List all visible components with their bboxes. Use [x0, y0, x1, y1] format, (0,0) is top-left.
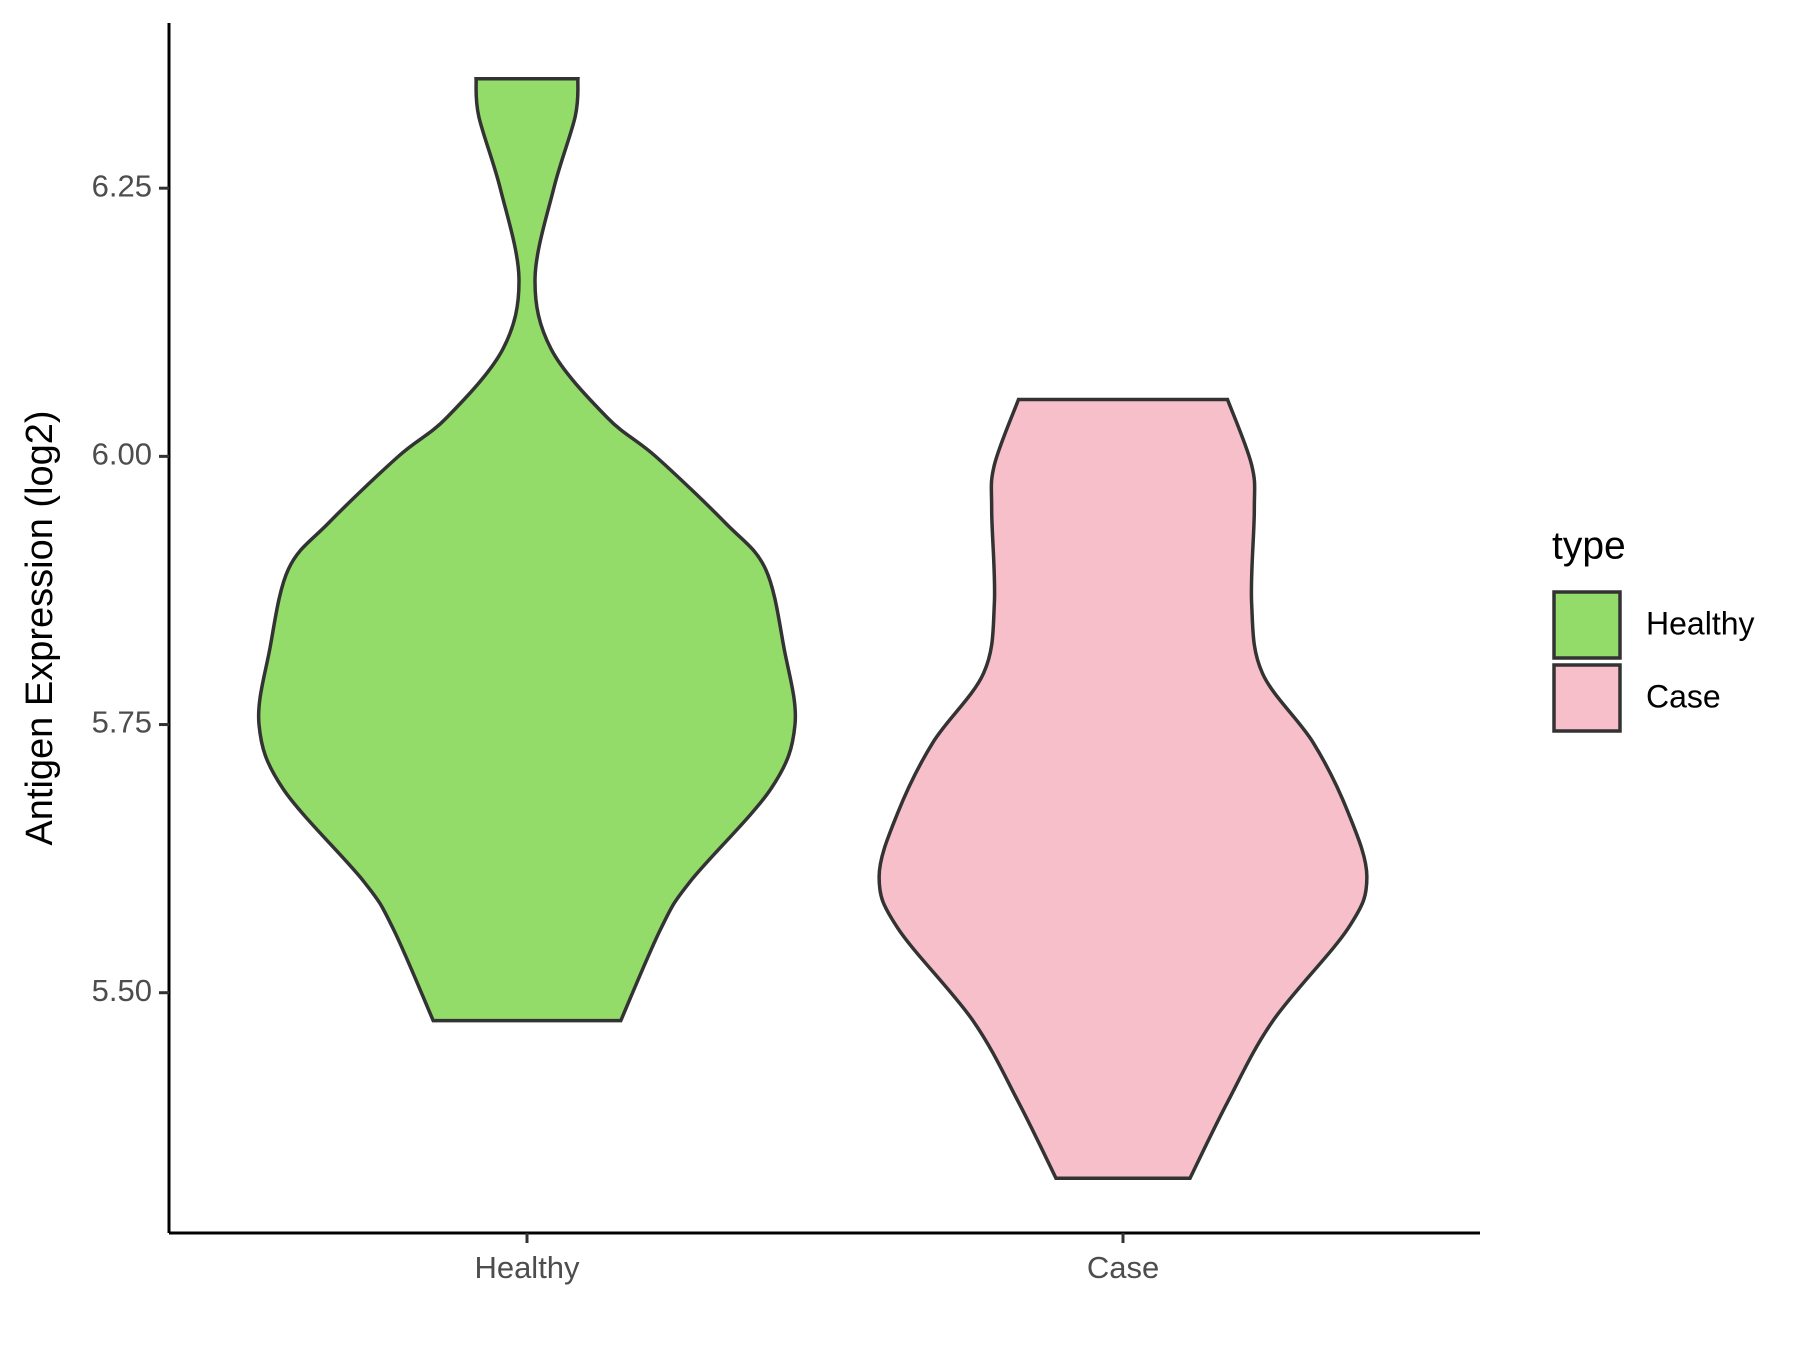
y-axis-title: Antigen Expression (log2): [19, 410, 61, 845]
legend-label: Case: [1646, 678, 1721, 714]
y-tick-label: 6.25: [92, 168, 152, 203]
legend-swatch: [1552, 590, 1622, 660]
y-tick-label: 6.00: [92, 437, 152, 472]
y-tick-label: 5.75: [92, 705, 152, 740]
legend-swatch: [1552, 663, 1622, 733]
x-tick-label: Case: [1087, 1250, 1159, 1285]
legend-label: Healthy: [1646, 605, 1755, 641]
x-tick-label: Healthy: [474, 1250, 580, 1285]
violin: [877, 397, 1369, 1181]
legend-title: type: [1552, 524, 1626, 567]
violin: [256, 77, 798, 1023]
y-tick-label: 5.50: [92, 973, 152, 1008]
